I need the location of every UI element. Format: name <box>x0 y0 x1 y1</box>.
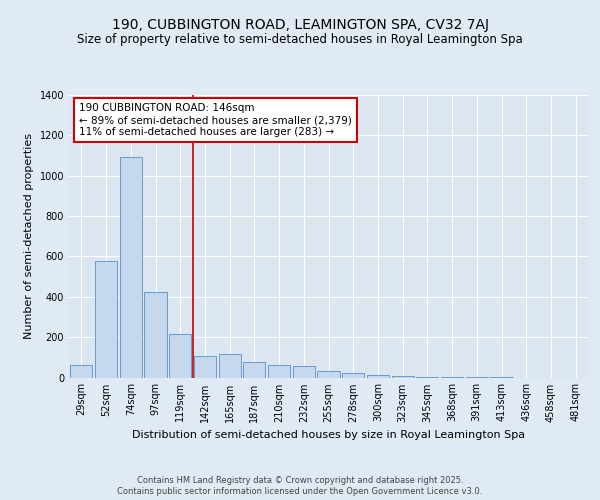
Bar <box>218 354 241 378</box>
Bar <box>194 356 216 378</box>
Bar <box>243 362 265 378</box>
X-axis label: Distribution of semi-detached houses by size in Royal Leamington Spa: Distribution of semi-detached houses by … <box>132 430 525 440</box>
Bar <box>169 334 191 378</box>
Bar <box>416 377 439 378</box>
Text: Size of property relative to semi-detached houses in Royal Leamington Spa: Size of property relative to semi-detach… <box>77 32 523 46</box>
Text: 190, CUBBINGTON ROAD, LEAMINGTON SPA, CV32 7AJ: 190, CUBBINGTON ROAD, LEAMINGTON SPA, CV… <box>112 18 488 32</box>
Text: Contains HM Land Registry data © Crown copyright and database right 2025.: Contains HM Land Registry data © Crown c… <box>137 476 463 485</box>
Bar <box>392 376 414 378</box>
Text: Contains public sector information licensed under the Open Government Licence v3: Contains public sector information licen… <box>118 488 482 496</box>
Bar <box>70 366 92 378</box>
Bar <box>268 366 290 378</box>
Y-axis label: Number of semi-detached properties: Number of semi-detached properties <box>24 133 34 339</box>
Bar <box>317 372 340 378</box>
Bar <box>119 156 142 378</box>
Bar <box>367 376 389 378</box>
Bar <box>342 374 364 378</box>
Bar <box>293 366 315 378</box>
Text: 190 CUBBINGTON ROAD: 146sqm
← 89% of semi-detached houses are smaller (2,379)
11: 190 CUBBINGTON ROAD: 146sqm ← 89% of sem… <box>79 104 352 136</box>
Bar <box>145 292 167 378</box>
Bar <box>95 262 117 378</box>
